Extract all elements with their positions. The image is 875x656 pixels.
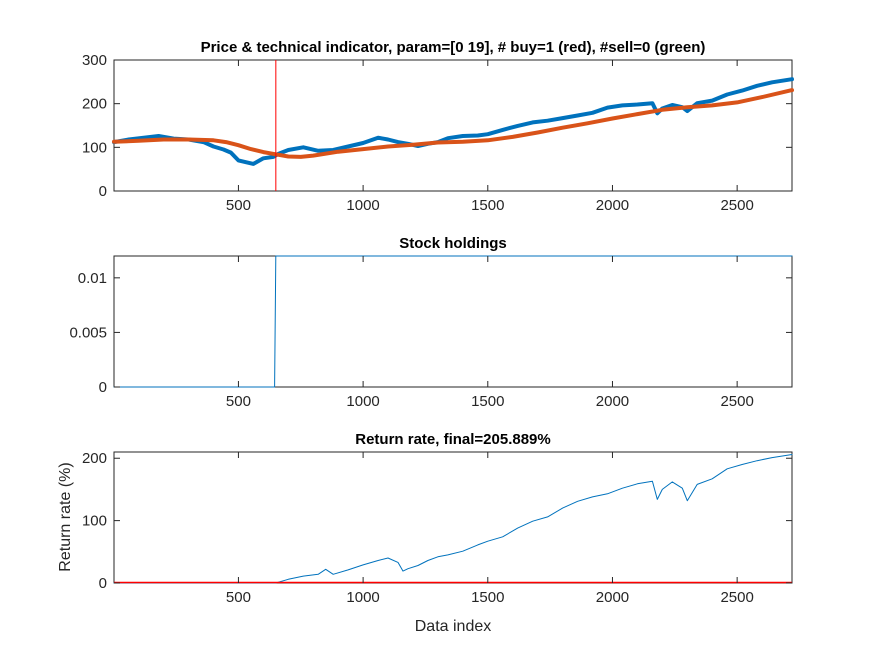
return-marks [113,454,793,584]
holdings-y-tick-label: 0.01 [78,270,107,287]
return-y-tick-label: 100 [82,513,107,530]
price-indicator-panel: Price & technical indicator, param=[0 19… [82,39,794,214]
price-x-tick-label: 500 [226,197,251,214]
price-x-tick-label: 1500 [471,197,504,214]
holdings-x-ticks: 500 1000 1500 2000 2500 [226,256,754,410]
price-y-tick-label: 300 [82,52,107,69]
stock-holdings-panel: Stock holdings 500 1000 1500 2000 2500 0 0.00… [69,235,793,410]
holdings-x-tick-label: 500 [226,393,251,410]
holdings-x-tick-label: 2000 [596,393,629,410]
holdings-y-ticks: 0 0.005 0.01 [69,270,792,396]
return-x-ticks: 500 1000 1500 2000 2500 [226,452,754,606]
return-chart-title: Return rate, final=205.889% [355,431,551,448]
return-y-axis-label: Return rate (%) [57,462,74,571]
price-x-tick-label: 2500 [720,197,753,214]
holdings-axes-frame [113,255,793,388]
price-axes-frame [113,59,793,192]
return-x-tick-label: 2000 [596,589,629,606]
holdings-x-tick-label: 1500 [471,393,504,410]
holdings-y-tick-label: 0 [99,379,107,396]
price-x-tick-label: 1000 [346,197,379,214]
price-y-tick-label: 100 [82,139,107,156]
return-x-tick-label: 2500 [720,589,753,606]
return-y-tick-label: 200 [82,450,107,467]
price-series-line-1 [112,88,794,159]
return-y-tick-label: 0 [99,575,107,592]
holdings-x-tick-label: 1000 [346,393,379,410]
return-rate-panel: Return rate, final=205.889% 500 1000 1500 2… [57,431,793,635]
return-axes-frame [113,451,793,584]
holdings-marks [113,255,793,388]
holdings-chart-title: Stock holdings [399,235,507,252]
return-x-tick-label: 500 [226,589,251,606]
holdings-series-line-0 [113,255,793,388]
price-chart-title: Price & technical indicator, param=[0 19… [201,39,706,56]
price-x-tick-label: 2000 [596,197,629,214]
return-x-axis-label: Data index [415,618,492,635]
return-series-line-0 [113,454,793,584]
price-y-ticks: 0 100 200 300 [82,52,792,200]
price-marks [112,60,794,191]
return-x-tick-label: 1500 [471,589,504,606]
price-y-tick-label: 0 [99,183,107,200]
holdings-x-tick-label: 2500 [720,393,753,410]
holdings-y-tick-label: 0.005 [69,324,107,341]
price-y-tick-label: 200 [82,96,107,113]
price-x-ticks: 500 1000 1500 2000 2500 [226,60,754,214]
return-x-tick-label: 1000 [346,589,379,606]
return-y-ticks: 0 100 200 [82,450,792,592]
